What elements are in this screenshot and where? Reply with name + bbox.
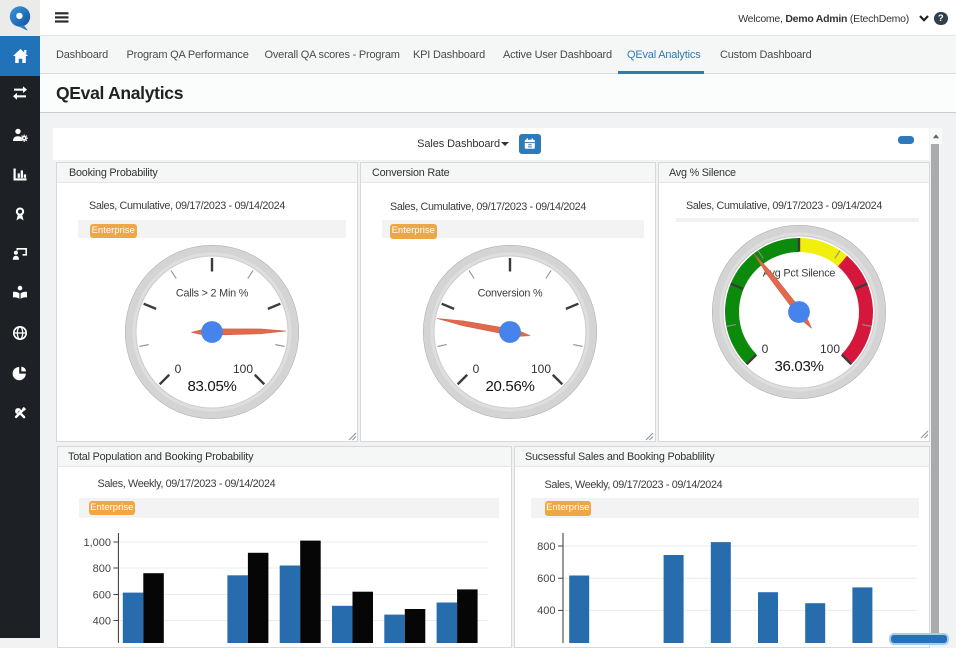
svg-text:Calls > 2 Min %: Calls > 2 Min % xyxy=(176,288,249,300)
svg-text:600: 600 xyxy=(537,573,555,585)
svg-text:83.05%: 83.05% xyxy=(187,378,236,395)
svg-text:0: 0 xyxy=(175,362,182,376)
svg-text:36.03%: 36.03% xyxy=(774,358,823,375)
svg-text:20.56%: 20.56% xyxy=(485,378,534,395)
svg-text:100: 100 xyxy=(531,362,551,376)
svg-text:100: 100 xyxy=(820,342,840,356)
svg-text:800: 800 xyxy=(537,541,555,553)
svg-text:0: 0 xyxy=(473,362,480,376)
svg-text:100: 100 xyxy=(233,362,253,376)
svg-text:400: 400 xyxy=(537,605,555,617)
svg-text:0: 0 xyxy=(762,342,769,356)
svg-text:1,000: 1,000 xyxy=(83,537,111,549)
svg-text:800: 800 xyxy=(93,563,111,575)
svg-text:Conversion %: Conversion % xyxy=(478,288,543,300)
svg-text:600: 600 xyxy=(93,589,111,601)
svg-text:Avg Pct Silence: Avg Pct Silence xyxy=(763,268,836,280)
svg-text:400: 400 xyxy=(93,615,111,627)
